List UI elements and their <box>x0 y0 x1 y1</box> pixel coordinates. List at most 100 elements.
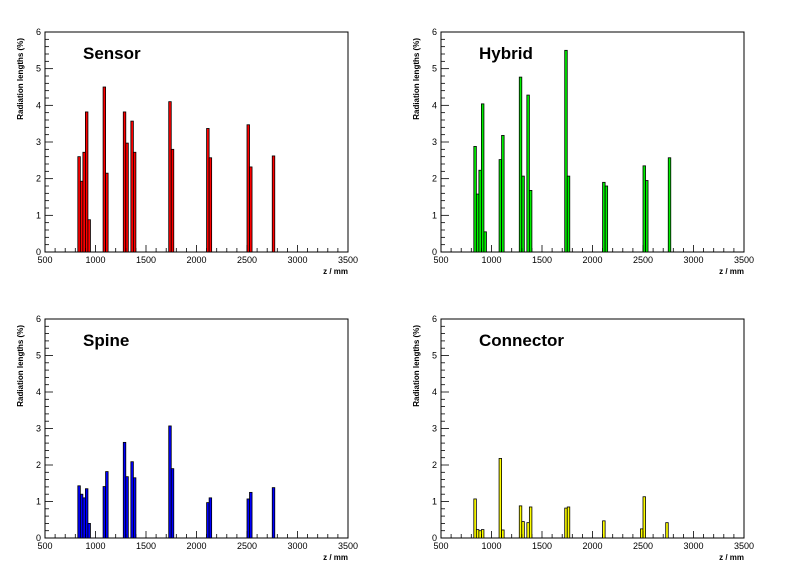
hybrid-y-axis-title: Radiation lengths (%) <box>412 38 421 120</box>
sensor-y-tick-label: 4 <box>36 100 41 110</box>
sensor-y-tick-label: 2 <box>36 174 41 184</box>
connector-x-tick-label: 3500 <box>734 541 754 551</box>
connector-x-tick-label: 2000 <box>582 541 602 551</box>
spine-x-tick-label: 3500 <box>338 541 358 551</box>
connector-y-tick-label: 3 <box>432 424 437 434</box>
sensor-bar-12 <box>170 148 175 253</box>
hybrid-x-tick-label: 2000 <box>582 255 602 265</box>
sensor-x-tick-label: 500 <box>37 255 52 265</box>
connector-panel-title: Connector <box>479 331 564 350</box>
spine-bar-8 <box>125 476 129 539</box>
spine-x-tick-label: 2000 <box>186 541 206 551</box>
sensor-bar-8 <box>125 142 129 253</box>
spine-y-tick-label: 1 <box>36 497 41 507</box>
sensor-bar-17 <box>271 155 276 253</box>
sensor-bar-10 <box>132 151 137 253</box>
sensor-y-tick-label: 3 <box>36 137 41 147</box>
hybrid-x-tick-label: 3000 <box>683 255 703 265</box>
connector-y-tick-label: 2 <box>432 460 437 470</box>
hybrid-bar-6 <box>501 134 505 253</box>
spine-bar-6 <box>105 471 109 539</box>
connector-bar-9 <box>528 506 533 539</box>
connector-bar-15 <box>665 522 669 539</box>
hybrid-plot-frame <box>440 31 745 253</box>
spine-y-tick-label: 5 <box>36 351 41 361</box>
connector-x-axis-title: z / mm <box>719 553 744 562</box>
connector-bar-12 <box>602 520 606 539</box>
spine-panel: 500 1000 1500 2000 2500 3000 3500 0 1 2 3 4 5 6 z / mm… <box>16 314 358 562</box>
spine-x-tick-label: 2500 <box>237 541 257 551</box>
sensor-x-tick-label: 2000 <box>186 255 206 265</box>
sensor-bar-14 <box>208 157 213 253</box>
connector-bar-4 <box>498 458 503 539</box>
spine-bar-16 <box>249 491 253 539</box>
connector-bar-0 <box>473 498 477 539</box>
spine-plot-frame <box>44 318 349 539</box>
connector-x-tick-label: 2500 <box>633 541 653 551</box>
spine-x-tick-label: 1000 <box>85 541 105 551</box>
connector-y-tick-label: 0 <box>432 533 437 543</box>
spine-bar-14 <box>208 497 213 539</box>
connector-bar-11 <box>566 506 571 539</box>
hybrid-bar-14 <box>604 185 609 253</box>
spine-x-tick-label: 1500 <box>136 541 156 551</box>
sensor-y-tick-label: 0 <box>36 247 41 257</box>
sensor-plot-frame <box>44 31 349 253</box>
connector-y-tick-label: 5 <box>432 351 437 361</box>
hybrid-bar-4 <box>483 231 487 253</box>
hybrid-bar-3 <box>480 103 485 253</box>
sensor-x-tick-label: 1000 <box>85 255 105 265</box>
hybrid-y-tick-label: 3 <box>432 137 437 147</box>
connector-panel: 500 1000 1500 2000 2500 3000 3500 0 1 2 3 4 5 6 z / mm… <box>412 314 754 562</box>
sensor-bar-5 <box>102 86 106 253</box>
hybrid-y-tick-label: 2 <box>432 174 437 184</box>
connector-y-tick-label: 4 <box>432 387 437 397</box>
hybrid-y-tick-label: 6 <box>432 27 437 37</box>
hybrid-y-tick-label: 4 <box>432 100 437 110</box>
hybrid-panel: 500 1000 1500 2000 2500 3000 3500 0 1 2 3 4 5 6 z / mm… <box>412 27 754 276</box>
sensor-x-tick-label: 3500 <box>338 255 358 265</box>
hybrid-x-tick-label: 1500 <box>532 255 552 265</box>
spine-x-axis-title: z / mm <box>323 553 348 562</box>
spine-y-tick-label: 3 <box>36 424 41 434</box>
spine-x-tick-label: 3000 <box>287 541 307 551</box>
hybrid-bar-17 <box>667 157 672 253</box>
connector-y-tick-label: 1 <box>432 497 437 507</box>
sensor-x-tick-label: 2500 <box>237 255 257 265</box>
spine-bar-12 <box>170 468 175 539</box>
connector-x-tick-label: 1500 <box>532 541 552 551</box>
sensor-y-tick-label: 1 <box>36 210 41 220</box>
spine-bar-4 <box>87 523 91 539</box>
connector-bar-3 <box>480 529 485 539</box>
sensor-bar-4 <box>87 219 91 253</box>
connector-bar-7 <box>521 521 525 539</box>
connector-bar-14 <box>642 496 646 539</box>
spine-y-tick-label: 6 <box>36 314 41 324</box>
spine-y-tick-label: 4 <box>36 387 41 397</box>
hybrid-y-tick-label: 0 <box>432 247 437 257</box>
sensor-x-axis-title: z / mm <box>323 267 348 276</box>
hybrid-bar-16 <box>645 180 649 253</box>
hybrid-x-tick-label: 2500 <box>633 255 653 265</box>
spine-y-axis-title: Radiation lengths (%) <box>16 325 25 407</box>
connector-y-tick-label: 6 <box>432 314 437 324</box>
connector-x-tick-label: 500 <box>433 541 448 551</box>
hybrid-x-tick-label: 1000 <box>481 255 501 265</box>
hybrid-bar-9 <box>526 94 530 253</box>
connector-x-tick-label: 3000 <box>683 541 703 551</box>
connector-y-axis-title: Radiation lengths (%) <box>412 325 421 407</box>
hybrid-bar-12 <box>566 175 571 253</box>
sensor-y-axis-title: Radiation lengths (%) <box>16 38 25 120</box>
spine-panel-title: Spine <box>83 331 129 350</box>
hybrid-bar-7 <box>518 76 523 253</box>
hybrid-bar-8 <box>521 175 525 253</box>
sensor-bar-6 <box>105 172 109 253</box>
hybrid-panel-title: Hybrid <box>479 44 533 63</box>
hybrid-x-axis-title: z / mm <box>719 267 744 276</box>
spine-x-tick-label: 500 <box>37 541 52 551</box>
sensor-y-tick-label: 5 <box>36 64 41 74</box>
connector-plot-frame <box>440 318 745 539</box>
hybrid-bar-11 <box>564 49 568 253</box>
sensor-panel: 500 1000 1500 2000 2500 3000 3500 0 1 2 3 4 5 6 z / mm… <box>16 27 358 276</box>
